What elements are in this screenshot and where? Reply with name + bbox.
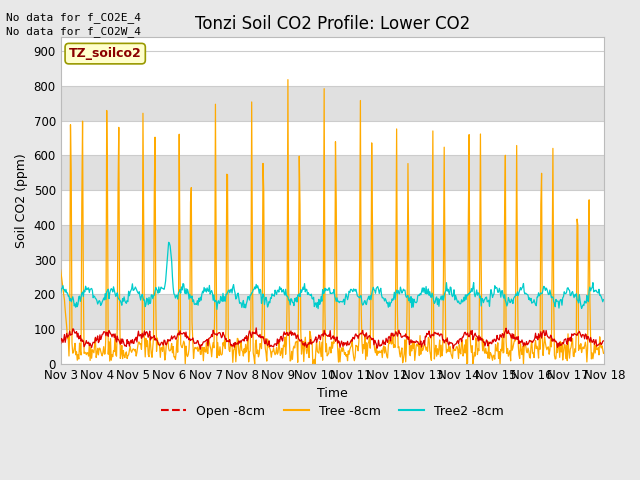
Bar bbox=[61, 225, 604, 260]
Y-axis label: Soil CO2 (ppm): Soil CO2 (ppm) bbox=[15, 153, 28, 248]
Bar bbox=[61, 294, 604, 329]
Text: No data for f_CO2E_4: No data for f_CO2E_4 bbox=[6, 12, 141, 23]
Bar bbox=[61, 156, 604, 190]
X-axis label: Time: Time bbox=[317, 387, 348, 400]
Title: Tonzi Soil CO2 Profile: Lower CO2: Tonzi Soil CO2 Profile: Lower CO2 bbox=[195, 15, 470, 33]
Bar bbox=[61, 86, 604, 120]
Text: No data for f_CO2W_4: No data for f_CO2W_4 bbox=[6, 26, 141, 37]
Legend: Open -8cm, Tree -8cm, Tree2 -8cm: Open -8cm, Tree -8cm, Tree2 -8cm bbox=[156, 400, 509, 423]
Text: TZ_soilco2: TZ_soilco2 bbox=[69, 47, 141, 60]
